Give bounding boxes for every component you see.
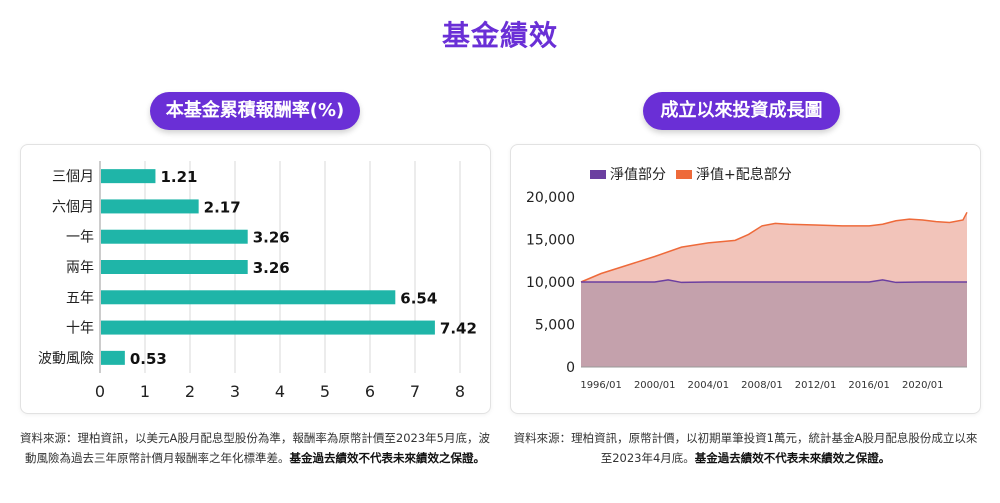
category-label: 十年 — [66, 321, 94, 337]
returns-bar-chart: 0 1 2 3 4 5 6 7 8 三個月 1.21 六個月 2.17 一年 3.26 兩年 3.26 五年 6.5… — [38, 161, 477, 401]
category-label: 五年 — [66, 290, 94, 306]
x-tick-label: 7 — [410, 382, 420, 401]
category-label: 六個月 — [52, 199, 94, 215]
growth-area-chart: 20,000 15,000 10,000 5,000 0 1996/01 2000/01 20… — [526, 190, 968, 391]
area-nav — [581, 279, 967, 367]
data-label: 3.26 — [253, 229, 290, 247]
returns-disclaimer: 基金過去績效不代表未來績效之保證。 — [289, 451, 486, 465]
growth-source-note: 資料來源：理柏資訊，原幣計價，以初期單筆投資1萬元，統計基金A股月配息股份成立以… — [508, 428, 983, 468]
x-tick-label: 2008/01 — [741, 380, 783, 391]
legend-swatch-nav — [590, 169, 606, 179]
x-tick-label: 1 — [140, 382, 150, 401]
category-label: 兩年 — [66, 260, 94, 276]
category-label: 一年 — [66, 230, 94, 246]
category-label: 波動風險 — [38, 351, 94, 367]
page-title: 基金績效 — [441, 19, 558, 52]
y-tick-label: 15,000 — [526, 233, 575, 249]
x-tick-label: 5 — [320, 382, 330, 401]
x-tick-label: 4 — [275, 382, 285, 401]
returns-chart-heading: 本基金累積報酬率(%) — [150, 92, 360, 130]
x-tick-label: 2 — [185, 382, 195, 401]
legend-item-nav: 淨值部分 — [590, 164, 666, 184]
x-tick-label: 1996/01 — [580, 380, 622, 391]
bar — [101, 199, 199, 214]
data-label: 1.21 — [160, 168, 197, 186]
x-tick-label: 0 — [95, 382, 105, 401]
returns-source-note: 資料來源：理柏資訊，以美元A股月配息型股份為準，報酬率為原幣計價至2023年5月… — [20, 428, 490, 468]
data-label: 6.54 — [400, 289, 437, 307]
bar — [101, 260, 248, 274]
data-label: 3.26 — [253, 259, 290, 277]
x-tick-label: 2000/01 — [634, 380, 676, 391]
data-label: 7.42 — [440, 320, 477, 338]
growth-source-text: 資料來源：理柏資訊，原幣計價，以初期單筆投資1萬元，統計基金A股月配息股份成立以… — [513, 431, 978, 465]
legend-swatch-total — [676, 169, 692, 179]
data-label: 2.17 — [204, 198, 241, 216]
x-tick-label: 2004/01 — [688, 380, 730, 391]
y-tick-label: 5,000 — [535, 318, 575, 334]
x-tick-label: 2016/01 — [848, 380, 890, 391]
returns-source-text: 資料來源：理柏資訊，以美元A股月配息型股份為準，報酬率為原幣計價至2023年5月… — [20, 431, 490, 465]
growth-disclaimer: 基金過去績效不代表未來績效之保證。 — [694, 451, 891, 465]
bar — [101, 350, 125, 365]
y-tick-label: 10,000 — [526, 275, 575, 291]
legend-label-nav: 淨值部分 — [610, 167, 666, 183]
bar — [101, 290, 396, 305]
bar — [101, 320, 435, 335]
series-line-nav — [581, 279, 967, 284]
bar — [101, 229, 248, 244]
growth-chart-card: 20,000 15,000 10,000 5,000 0 1996/01 2000/01 20… — [510, 144, 981, 414]
x-tick-label: 2012/01 — [795, 380, 837, 391]
x-tick-label: 3 — [230, 382, 240, 401]
y-tick-label: 0 — [566, 360, 575, 376]
y-tick-label: 20,000 — [526, 190, 575, 206]
x-tick-label: 8 — [455, 382, 465, 401]
series-line-total — [580, 211, 968, 283]
x-tick-label: 6 — [365, 382, 375, 401]
growth-chart-legend: 淨值部分 淨值+配息部分 — [590, 164, 792, 184]
legend-item-total: 淨值+配息部分 — [676, 164, 792, 184]
returns-chart-card: 0 1 2 3 4 5 6 7 8 三個月 1.21 六個月 2.17 一年 3.26 兩年 3.26 五年 6.5… — [20, 144, 491, 414]
x-tick-label: 2020/01 — [902, 380, 944, 391]
legend-label-total: 淨值+配息部分 — [696, 167, 792, 183]
growth-chart-heading: 成立以來投資成長圖 — [643, 92, 840, 130]
category-label: 三個月 — [52, 169, 94, 185]
data-label: 0.53 — [130, 350, 167, 368]
bar — [101, 169, 156, 184]
